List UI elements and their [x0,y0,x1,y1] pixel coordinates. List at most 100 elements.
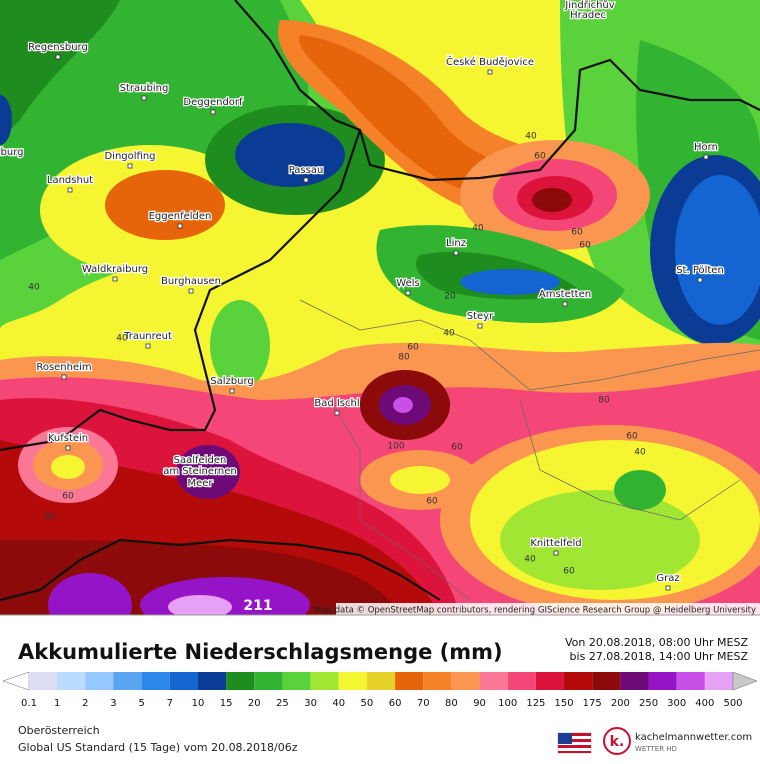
logo-name: kachelmannwetter.com [635,732,752,743]
city-marker [229,388,235,394]
legend-swatch [676,672,705,690]
city-label: Passau [289,165,324,176]
city-marker [65,445,71,451]
attribution: Map data © OpenStreetMap contributors, r… [314,606,756,616]
legend-label: 400 [695,698,714,709]
legend-label: 60 [389,698,402,709]
legend-label: 80 [445,698,458,709]
contour-label: 40 [524,555,536,565]
legend-label: 175 [583,698,602,709]
city-label: Dingolfing [104,151,155,162]
legend-label: 50 [361,698,374,709]
legend-label: 90 [473,698,486,709]
city-marker [553,550,559,556]
city-marker [562,301,568,307]
city-marker [67,187,73,193]
svg-text:k.: k. [610,734,625,750]
legend-label: 200 [611,698,630,709]
legend-swatch [366,672,396,690]
legend-swatch [507,672,536,690]
legend-label: 15 [220,698,233,709]
contour-label: 60 [407,343,419,353]
legend-swatch [479,672,508,690]
city-marker [197,470,203,476]
legend-arrow-low [2,671,30,691]
city-label: Horn [694,142,718,153]
legend-swatch [282,672,311,690]
contour-label: 80 [398,353,410,363]
logo-tagline: WETTER HD [635,745,677,753]
legend-swatch [535,672,565,690]
city-marker [177,223,183,229]
region: Oberösterreich [18,724,100,737]
legend-label: 20 [248,698,261,709]
city-marker [127,163,133,169]
legend-label: 0.1 [21,698,37,709]
logo: k. kachelmannwetter.com WETTER HD [603,727,752,755]
model-info: Global US Standard (15 Tage) vom 20.08.2… [18,741,298,754]
legend-label: 2 [82,698,88,709]
legend-swatch [620,672,649,690]
legend-label: 100 [498,698,517,709]
legend-label: 7 [167,698,173,709]
contour-label: 60 [534,152,546,162]
legend-swatch [57,672,86,690]
legend-label: 500 [723,698,742,709]
legend-swatch [141,672,170,690]
legend-swatch [169,672,198,690]
attribution-bg [336,603,760,615]
city-label: burg [1,147,24,158]
legend-label: 150 [554,698,573,709]
city-label: Saalfelden [174,455,227,466]
legend-label: 30 [304,698,317,709]
city-label: Landshut [47,175,93,186]
contour-label: 60 [451,443,463,453]
legend-swatch [29,672,58,690]
contour-label: 40 [116,334,128,344]
contour-label: 60 [571,228,583,238]
city-marker [61,374,67,380]
max-label: 211 [243,598,272,614]
contour-label: 80 [44,513,56,523]
contour-label: 40 [443,329,455,339]
legend-swatch [226,672,255,690]
city-label: Meer [187,478,213,489]
city-label: České Budějovice [446,55,534,68]
city-label: Steyr [467,311,494,322]
city-marker [487,69,493,75]
contour-label: 40 [634,448,646,458]
legend-swatch [310,672,339,690]
city-marker [665,585,671,591]
legend-label: 300 [667,698,686,709]
valid-from: Von 20.08.2018, 08:00 Uhr MESZ [565,636,749,649]
legend-swatch [338,672,367,690]
title: Akkumulierte Niederschlagsmenge (mm) [18,640,503,664]
city-label: Bad Ischl [314,398,359,409]
contour-label: 60 [426,497,438,507]
city-marker [697,277,703,283]
legend-swatch [197,672,227,690]
legend-swatch [592,672,621,690]
city-marker [210,109,216,115]
legend-label: 3 [110,698,116,709]
city-marker [477,323,483,329]
legend-swatch [704,672,733,690]
city-marker [112,276,118,282]
city-marker [145,343,151,349]
city-label: Rosenheim [36,362,91,373]
legend: 0.1 1 2 3 5 7 10 15 20 25 30 40 50 60 70 80 90 100 125 150 1… [2,671,758,709]
contour-label: 60 [579,241,591,251]
contour-label: 40 [525,132,537,142]
legend-swatch [648,672,677,690]
contour-label: 60 [62,492,74,502]
us-flag [557,732,592,754]
legend-label: 25 [276,698,289,709]
city-marker [303,177,309,183]
city-label: Burghausen [161,276,221,287]
legend-label: 70 [417,698,430,709]
city-marker [55,54,61,60]
legend-swatch [564,672,593,690]
city-label: Salzburg [210,376,253,387]
